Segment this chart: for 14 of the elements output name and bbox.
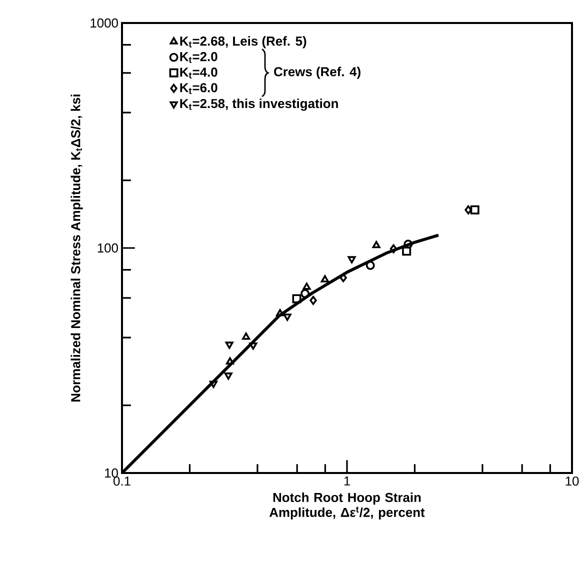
y-tick-label: 100 [98,243,118,253]
legend-label: K$_{t}$=2.58, this investigation [180,98,338,111]
x-tick-label: 10 [566,476,579,486]
x-tick-label: 0.1 [114,476,131,486]
legend-label: K$_{t}$=2.0 [180,52,218,63]
y-tick-label: 1000 [90,18,118,28]
legend-label: K$_{t}$=6.0 [180,83,218,94]
legend-label: K$_{t}$=2.68, Leis (Ref. 5) [180,36,306,48]
y-tick-label: 10 [105,468,118,478]
x-axis-title: Notch Root Hoop Strain Amplitude, Δε$^{t}$/2, percent [270,492,425,520]
x-tick-label: 1 [344,476,350,486]
y-axis-title: Normalized Nominal Stress Amplitude, K$_{t}$ΔS/2, ksi [70,94,84,402]
annotation: Crews (Ref. 4) [274,66,361,79]
legend-label: K$_{t}$=4.0 [180,68,218,78]
